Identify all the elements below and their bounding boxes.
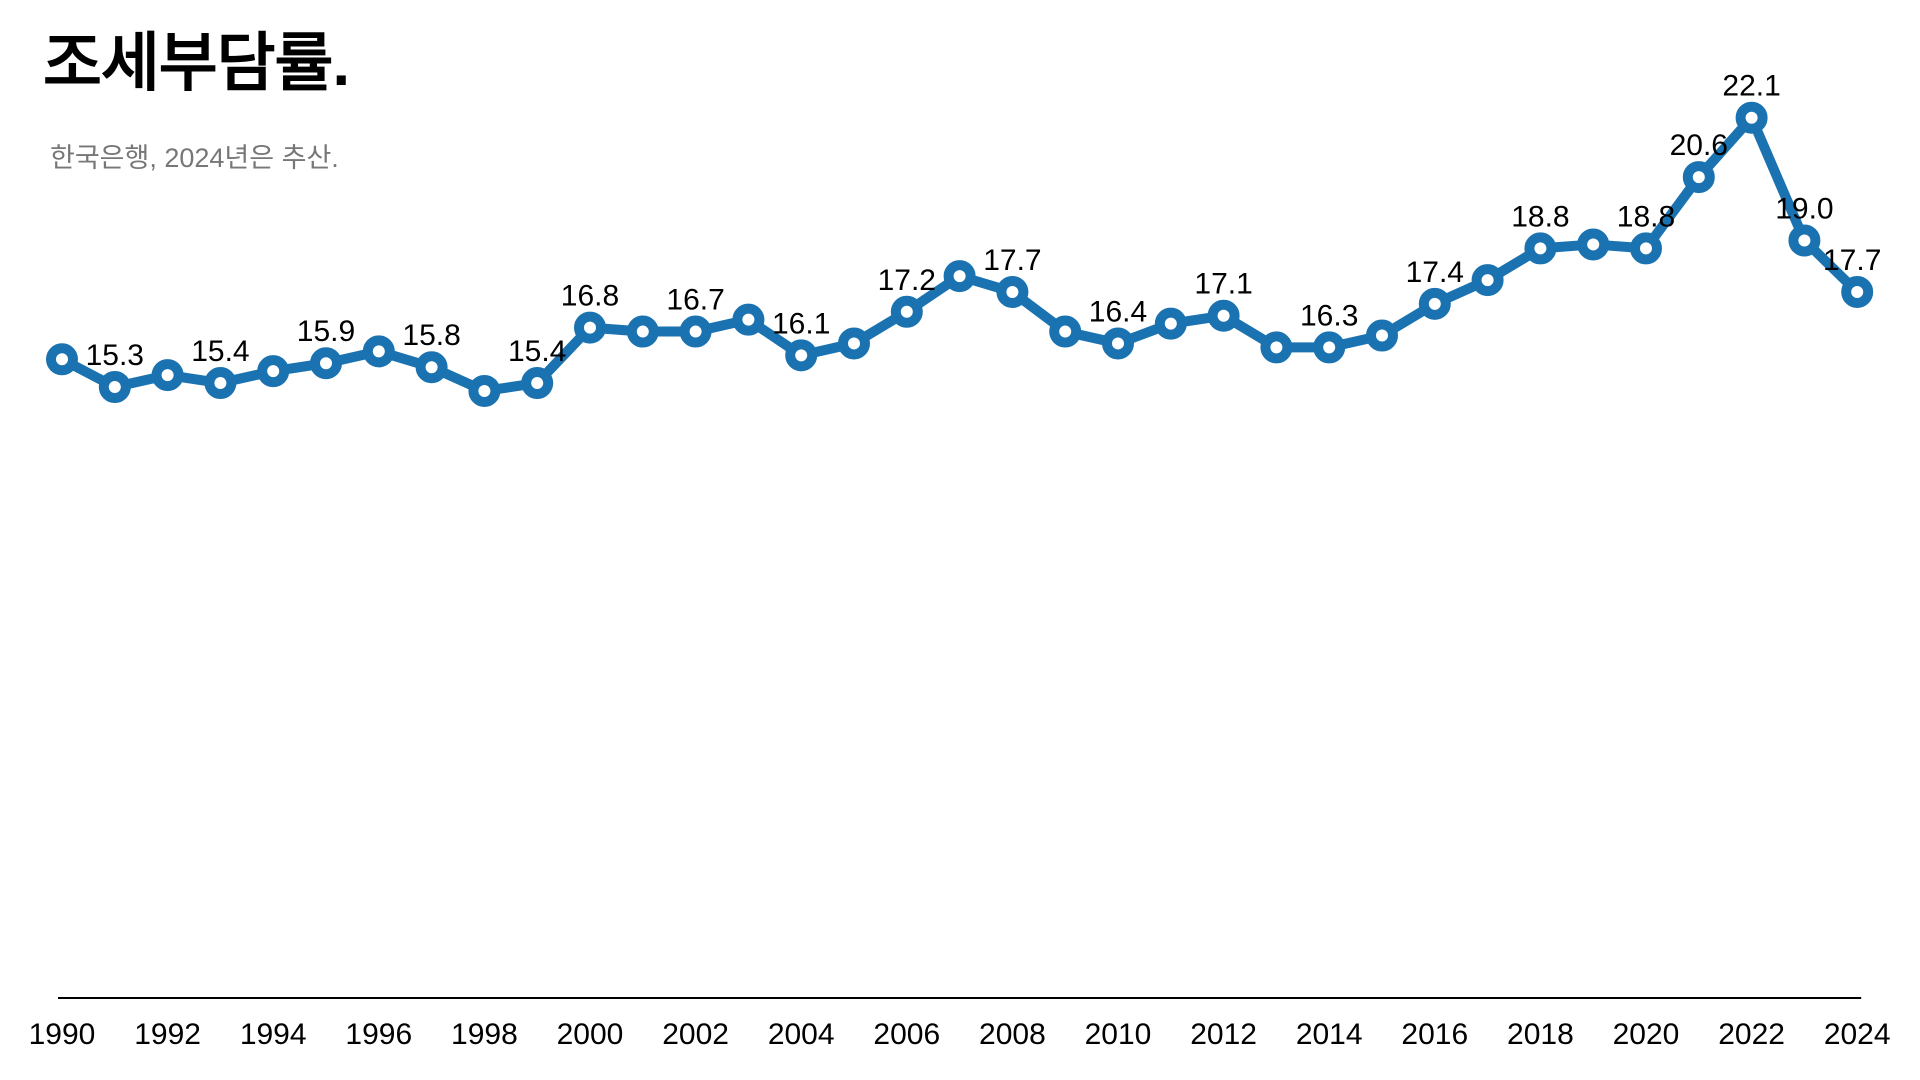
data-point-2004 bbox=[785, 339, 818, 372]
x-tick-label-2008: 2008 bbox=[979, 1018, 1046, 1051]
x-tick-label-1998: 1998 bbox=[451, 1018, 518, 1051]
value-label-2021: 20.6 bbox=[1670, 129, 1728, 162]
value-label-2023: 19.0 bbox=[1775, 192, 1833, 225]
value-label-2018: 18.8 bbox=[1511, 200, 1569, 233]
x-tick-label-2006: 2006 bbox=[873, 1018, 940, 1051]
data-point-2022 bbox=[1735, 101, 1768, 134]
data-point-2014 bbox=[1313, 331, 1346, 364]
x-tick-label-2000: 2000 bbox=[557, 1018, 624, 1051]
x-tick-label-2014: 2014 bbox=[1296, 1018, 1363, 1051]
x-tick-label-2002: 2002 bbox=[662, 1018, 729, 1051]
data-point-1996 bbox=[362, 335, 395, 368]
x-tick-label-2004: 2004 bbox=[768, 1018, 835, 1051]
data-point-1994 bbox=[257, 355, 290, 388]
x-tick-label-1996: 1996 bbox=[345, 1018, 412, 1051]
x-tick-label-2022: 2022 bbox=[1718, 1018, 1785, 1051]
value-label-1995: 15.9 bbox=[297, 315, 355, 348]
value-label-2024: 17.7 bbox=[1823, 244, 1881, 277]
data-point-2013 bbox=[1260, 331, 1293, 364]
data-point-2016 bbox=[1418, 287, 1451, 320]
x-tick-label-2020: 2020 bbox=[1613, 1018, 1680, 1051]
value-label-2002: 16.7 bbox=[666, 284, 724, 317]
x-tick-label-2018: 2018 bbox=[1507, 1018, 1574, 1051]
x-tick-label-1992: 1992 bbox=[134, 1018, 201, 1051]
data-point-1997 bbox=[415, 351, 448, 384]
value-label-1999: 15.4 bbox=[508, 335, 566, 368]
data-point-1999 bbox=[521, 367, 554, 400]
chart-header: 조세부담률. 한국은행, 2024년은 추산. bbox=[43, 27, 350, 173]
data-point-2023 bbox=[1788, 224, 1821, 257]
data-point-2007 bbox=[943, 260, 976, 293]
data-point-1993 bbox=[204, 367, 237, 400]
value-label-2022: 22.1 bbox=[1722, 70, 1780, 103]
data-point-1990 bbox=[46, 343, 78, 376]
x-tick-label-2016: 2016 bbox=[1401, 1018, 1468, 1051]
value-label-2012: 17.1 bbox=[1194, 268, 1252, 301]
value-label-2008: 17.7 bbox=[983, 244, 1041, 277]
x-tick-label-2012: 2012 bbox=[1190, 1018, 1257, 1051]
data-point-2019 bbox=[1577, 228, 1610, 261]
x-tick-label-2010: 2010 bbox=[1085, 1018, 1152, 1051]
data-point-2008 bbox=[996, 275, 1029, 308]
value-label-2014: 16.3 bbox=[1300, 299, 1358, 332]
data-point-2017 bbox=[1471, 264, 1504, 297]
data-point-2011 bbox=[1154, 307, 1187, 340]
data-point-1998 bbox=[468, 374, 501, 407]
data-point-1995 bbox=[310, 347, 342, 380]
value-label-2016: 17.4 bbox=[1406, 256, 1464, 289]
data-point-2015 bbox=[1366, 319, 1398, 352]
x-tick-label-1990: 1990 bbox=[29, 1018, 96, 1051]
data-point-2010 bbox=[1102, 327, 1134, 360]
value-label-2020: 18.8 bbox=[1617, 200, 1675, 233]
data-point-2024 bbox=[1841, 275, 1874, 308]
data-point-2009 bbox=[1049, 315, 1082, 348]
value-label-2006: 17.2 bbox=[878, 264, 936, 297]
value-label-1993: 15.4 bbox=[191, 335, 249, 368]
data-point-2002 bbox=[679, 315, 712, 348]
value-label-2004: 16.1 bbox=[772, 307, 830, 340]
data-point-2021 bbox=[1682, 161, 1715, 194]
x-tick-label-2024: 2024 bbox=[1824, 1018, 1891, 1051]
data-point-2003 bbox=[732, 303, 765, 336]
data-point-2012 bbox=[1207, 299, 1240, 332]
x-tick-label-1994: 1994 bbox=[240, 1018, 307, 1051]
data-point-2020 bbox=[1630, 232, 1662, 265]
data-point-2001 bbox=[626, 315, 659, 348]
data-point-1991 bbox=[98, 371, 131, 403]
data-point-2018 bbox=[1524, 232, 1557, 265]
data-point-1992 bbox=[151, 359, 184, 392]
value-label-2010: 16.4 bbox=[1089, 295, 1147, 328]
data-point-2000 bbox=[574, 311, 606, 344]
data-point-2006 bbox=[890, 295, 923, 328]
data-point-2005 bbox=[838, 327, 870, 360]
value-label-2000: 16.8 bbox=[561, 280, 619, 313]
chart-title: 조세부담률. bbox=[43, 27, 350, 99]
chart-subtitle: 한국은행, 2024년은 추산. bbox=[50, 143, 339, 173]
value-label-1991: 15.3 bbox=[86, 339, 144, 372]
value-label-1997: 15.8 bbox=[402, 319, 460, 352]
